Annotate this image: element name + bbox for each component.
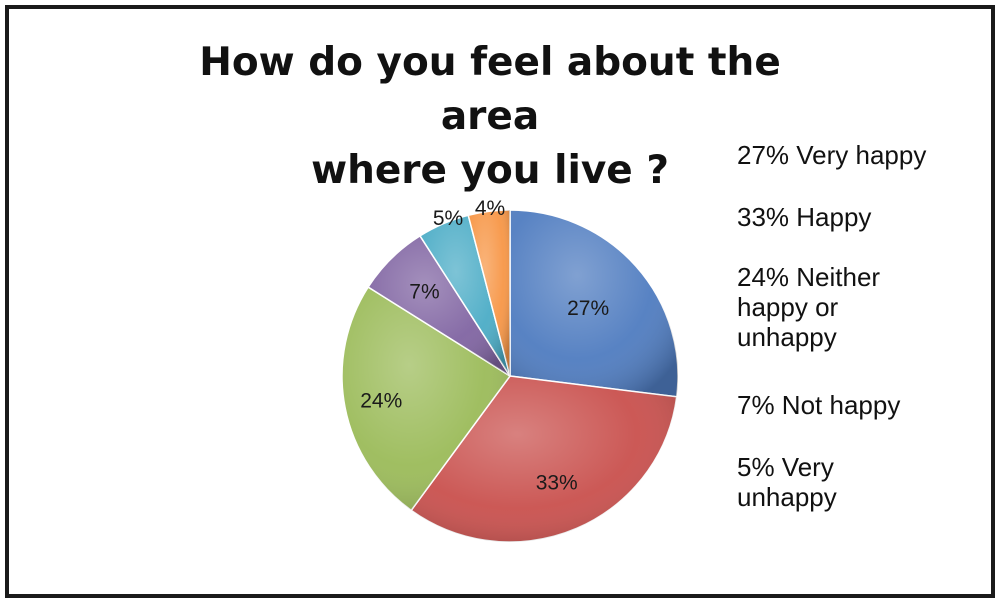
pie-slice-shading — [510, 210, 678, 397]
legend-item-very-happy: 27% Very happy — [737, 140, 926, 170]
legend-line: unhappy — [737, 482, 837, 512]
slice-data-label: 5% — [433, 207, 463, 230]
pie-slice-shading — [411, 376, 677, 542]
slice-data-label: 7% — [409, 280, 439, 303]
slice-data-label: 24% — [360, 389, 402, 412]
slice-data-label: 4% — [475, 197, 505, 220]
pie-slice-shading — [342, 287, 510, 511]
chart-title-line-1: How do you feel about the area — [199, 40, 781, 139]
legend-line: 33% Happy — [737, 202, 872, 232]
chart-title-line-2: where you live ? — [311, 148, 669, 193]
legend-item-very-unhappy: 5% Very unhappy — [737, 452, 837, 512]
pie-chart: 27% 33% 24% 7% 5% 4% — [341, 197, 679, 543]
legend-line: 27% Very happy — [737, 140, 927, 170]
legend-line: 24% Neither — [737, 262, 881, 292]
pie-slice-shading — [419, 215, 510, 376]
legend-item-not-happy: 7% Not happy — [737, 390, 900, 420]
legend-line: happy or — [737, 292, 839, 322]
slice-data-label: 33% — [536, 472, 578, 495]
legend-line: unhappy — [737, 322, 837, 352]
slice-data-label: 27% — [567, 297, 609, 320]
pie-slice-shading — [468, 210, 510, 376]
chart-title: How do you feel about the area where you… — [150, 36, 830, 198]
legend-item-happy: 33% Happy — [737, 202, 871, 232]
legend-item-neither: 24% Neither happy or unhappy — [737, 262, 880, 352]
legend-line: 5% Very — [737, 452, 834, 482]
legend-line: 7% Not happy — [737, 390, 901, 420]
pie-slice-shading — [368, 235, 510, 376]
